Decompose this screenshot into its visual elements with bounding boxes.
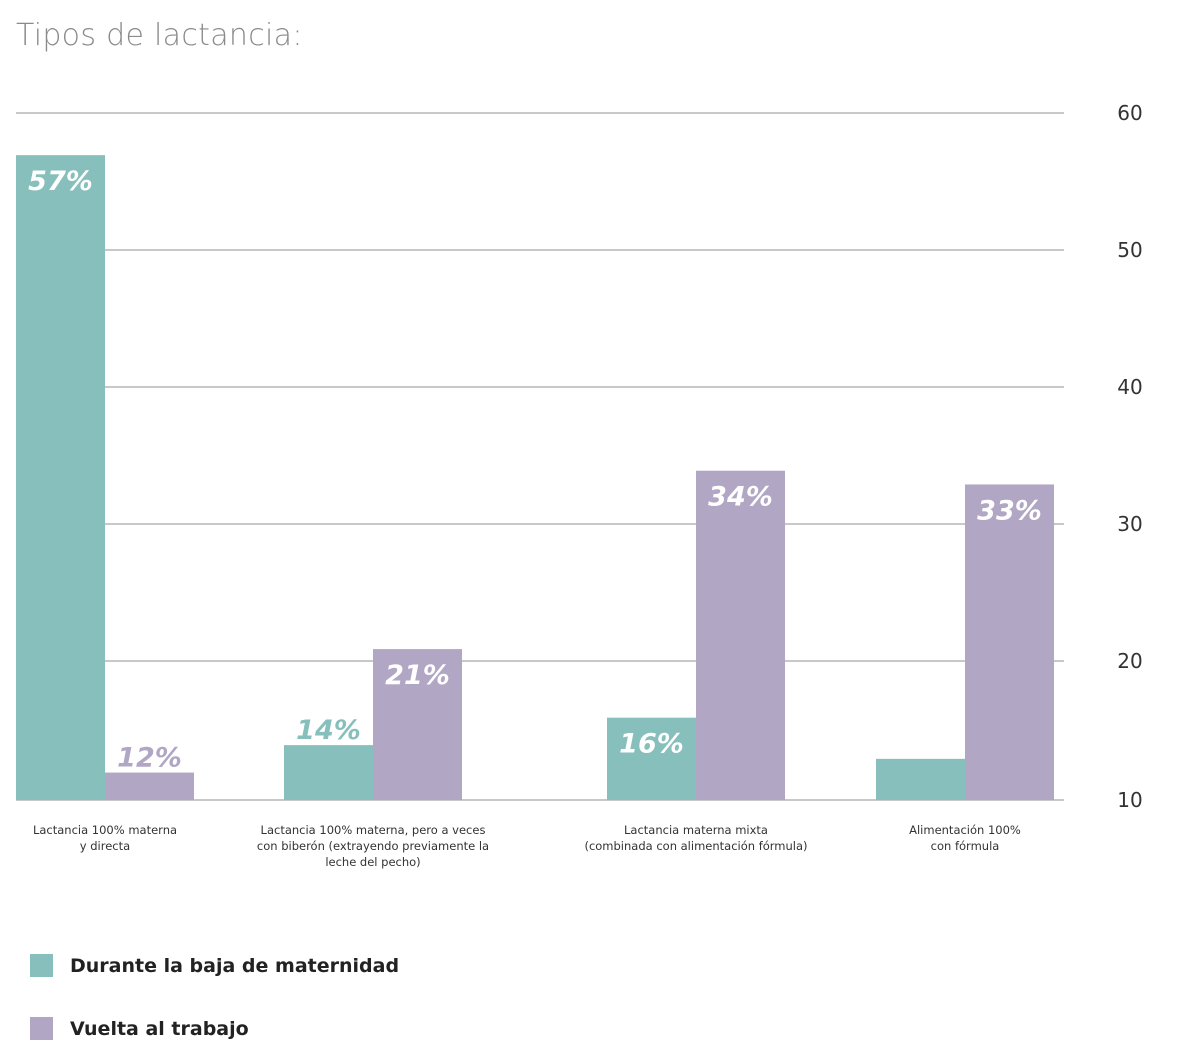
y-tick-50: 50: [1117, 238, 1142, 262]
y-tick-30: 30: [1117, 512, 1142, 536]
category-label-1-line-1: con biberón (extrayendo previamente la: [257, 839, 489, 853]
category-label-2-line-0: Lactancia materna mixta: [624, 823, 768, 837]
bar-value-labels: 57% 14% 16% 12% 21% 34% 33%: [28, 166, 1042, 773]
bar-label-s1-c2: 34%: [708, 482, 773, 513]
category-label-3-line-0: Alimentación 100%: [909, 823, 1021, 837]
bar-label-s0-c1: 14%: [296, 715, 361, 746]
bars: [16, 155, 1054, 800]
legend-item-maternidad: Durante la baja de maternidad: [30, 954, 399, 977]
x-axis-categories: Lactancia 100% materna y directa Lactancia…: [33, 823, 1021, 869]
bar-s0-c0: [16, 155, 105, 800]
legend-swatch-trabajo: [30, 1017, 53, 1040]
category-label-1-line-2: leche del pecho): [325, 855, 420, 869]
bar-chart: 57% 14% 16% 12% 21% 34% 33% 60 50 40 30 20 10 Lacta…: [16, 101, 1143, 869]
bar-s1-c2: [696, 470, 785, 800]
y-tick-60: 60: [1117, 101, 1142, 125]
category-label-0-line-0: Lactancia 100% materna: [33, 823, 177, 837]
bar-label-s1-c3: 33%: [977, 495, 1042, 526]
legend-item-trabajo: Vuelta al trabajo: [30, 1017, 249, 1040]
bar-s1-c0: [105, 772, 194, 800]
y-tick-40: 40: [1117, 375, 1142, 399]
bar-s1-c3: [965, 484, 1054, 800]
y-tick-20: 20: [1117, 649, 1142, 673]
y-axis-ticks: 60 50 40 30 20 10: [1117, 101, 1142, 812]
category-label-2-line-1: (combinada con alimentación fórmula): [584, 839, 807, 853]
bar-s1-c1: [373, 649, 462, 800]
category-label-1-line-0: Lactancia 100% materna, pero a veces: [261, 823, 486, 837]
chart-title: Tipos de lactancia:: [16, 18, 303, 53]
bar-label-s0-c0: 57%: [28, 166, 93, 197]
bar-label-s1-c0: 12%: [117, 743, 182, 774]
legend-label-maternidad: Durante la baja de maternidad: [70, 954, 400, 977]
y-tick-10: 10: [1117, 788, 1142, 812]
bar-label-s1-c1: 21%: [385, 660, 450, 691]
gridlines: [16, 112, 1064, 801]
category-label-3-line-1: con fórmula: [931, 839, 1000, 853]
bar-s0-c3: [876, 758, 965, 800]
bar-s0-c1: [284, 745, 373, 800]
bar-s0-c2: [607, 717, 696, 800]
bar-label-s0-c2: 16%: [619, 729, 684, 760]
category-label-0-line-1: y directa: [80, 839, 130, 853]
legend-label-trabajo: Vuelta al trabajo: [70, 1017, 249, 1040]
legend-swatch-maternidad: [30, 954, 53, 977]
